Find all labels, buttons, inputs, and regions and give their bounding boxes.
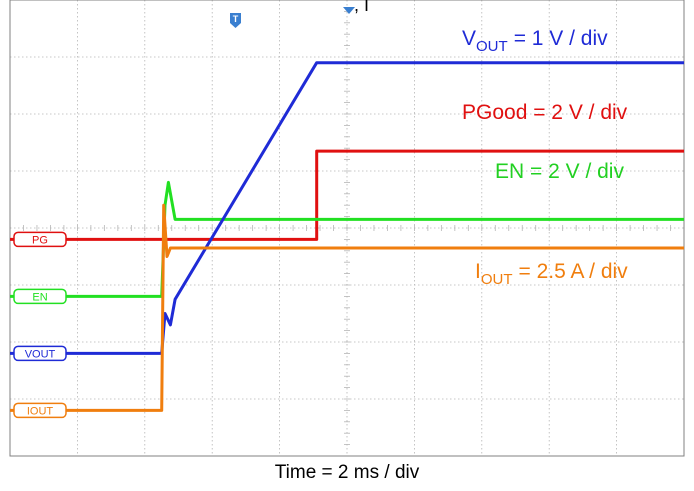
- iout-annotation-subscript: OUT: [481, 271, 513, 288]
- x-axis-label: Time = 2 ms / div: [274, 462, 420, 483]
- pgood-annotation: PGood = 2 V / div: [462, 101, 628, 124]
- channel-tag-en: EN: [13, 288, 67, 305]
- channel-tags: PG EN VOUT IOUT: [13, 231, 67, 419]
- trace-en: [10, 180, 684, 298]
- vout-annotation-scale: = 1 V / div: [514, 27, 608, 50]
- vout-annotation-symbol: V: [462, 27, 476, 50]
- vout-annotation: VOUT = 1 V / div: [462, 27, 608, 55]
- channel-tag-box: [13, 345, 67, 362]
- en-annotation: EN = 2 V / div: [495, 160, 624, 183]
- channel-tag-iout: IOUT: [13, 402, 67, 419]
- channel-tag-label: PG: [32, 234, 48, 246]
- trigger-marker: T: [230, 13, 241, 28]
- trigger-position-marker: [343, 7, 355, 14]
- channel-tag-vout: VOUT: [13, 345, 67, 362]
- channel-tag-box: [13, 288, 67, 305]
- channel-tag-label: VOUT: [25, 348, 56, 360]
- channel-tag-box: [13, 402, 67, 419]
- iout-annotation-symbol: I: [475, 260, 481, 283]
- plot-frame: [9, 0, 685, 457]
- title-fragment: , I: [354, 0, 369, 15]
- iout-annotation: IOUT = 2.5 A / div: [475, 260, 628, 288]
- grid: [9, 0, 685, 457]
- trace-iout: [10, 203, 684, 412]
- channel-tag-label: EN: [32, 291, 47, 303]
- channel-tag-box: [13, 231, 67, 248]
- vout-annotation-subscript: OUT: [476, 38, 508, 55]
- traces: [10, 61, 684, 412]
- channel-tag-label: IOUT: [27, 405, 54, 417]
- iout-annotation-scale: = 2.5 A / div: [519, 260, 629, 283]
- trigger-label: T: [233, 14, 239, 24]
- channel-tag-pg: PG: [13, 231, 67, 248]
